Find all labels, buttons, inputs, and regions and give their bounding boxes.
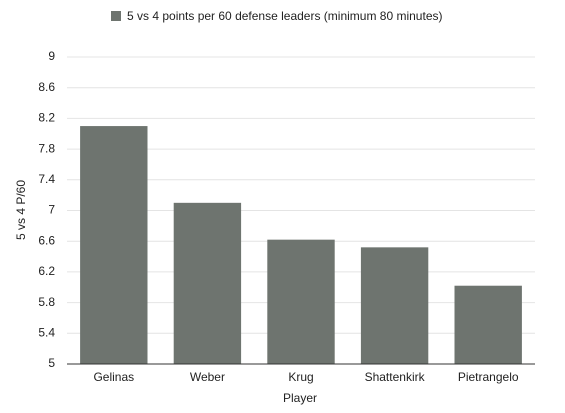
legend-label: 5 vs 4 points per 60 defense leaders (mi… [127,9,443,23]
x-tick-label: Shattenkirk [365,370,426,384]
x-tick-label: Gelinas [93,370,134,384]
x-tick-label: Krug [288,370,313,384]
bar [80,126,148,364]
y-tick-label: 8.2 [38,111,55,125]
y-tick-label: 5 [48,356,55,370]
y-tick-label: 9 [48,49,55,63]
y-tick-label: 7.8 [38,141,55,155]
y-tick-label: 8.6 [38,80,55,94]
bar [267,239,335,364]
y-tick-label: 6.6 [38,233,55,247]
bar [360,247,429,364]
y-tick-label: 7 [48,203,55,217]
legend-swatch [111,11,121,21]
y-tick-label: 7.4 [38,172,55,186]
y-tick-label: 5.8 [38,295,55,309]
x-tick-label: Pietrangelo [458,370,519,384]
bar [454,285,522,364]
bar [173,202,242,364]
y-tick-label: 5.4 [38,325,55,339]
x-axis-label: Player [283,391,317,405]
x-tick-label: Weber [190,370,225,384]
y-tick-label: 6.2 [38,264,55,278]
y-axis-label: 5 vs 4 P/60 [14,180,28,240]
